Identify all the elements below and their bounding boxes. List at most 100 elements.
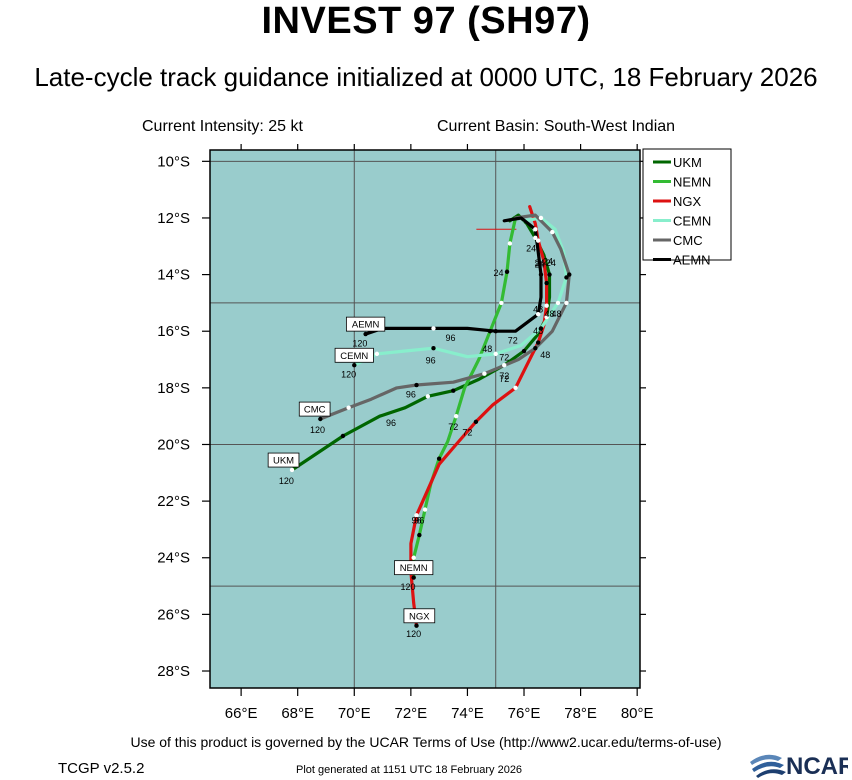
forecast-hour-label: 48 bbox=[552, 309, 562, 319]
forecast-hour-label: 96 bbox=[386, 418, 396, 428]
track-point-nemn bbox=[499, 300, 504, 306]
x-tick-label: 74°E bbox=[451, 705, 484, 722]
track-point-nemn bbox=[422, 507, 428, 512]
legend-label: NEMN bbox=[673, 175, 711, 190]
x-tick-label: 70°E bbox=[338, 705, 371, 722]
track-point-aemn bbox=[533, 227, 538, 232]
track-line-aemn bbox=[364, 216, 543, 336]
track-point-nemn bbox=[436, 456, 442, 461]
forecast-hour-label: 72 bbox=[499, 371, 509, 381]
forecast-hour-label: 72 bbox=[499, 353, 509, 363]
model-name-box bbox=[298, 401, 331, 417]
track-point-cmc bbox=[414, 382, 419, 388]
forecast-hour-label: 120 bbox=[341, 370, 356, 380]
version-label: TCGP v2.5.2 bbox=[58, 760, 145, 777]
track-point-ukm bbox=[544, 314, 549, 320]
forecast-hour-label: 72 bbox=[508, 336, 518, 346]
track-point-ukm bbox=[451, 388, 456, 393]
ncar-logo-text: NCAR bbox=[786, 753, 848, 778]
track-point-cemn bbox=[352, 363, 357, 368]
track-line-cemn bbox=[352, 216, 569, 367]
plot-area bbox=[210, 150, 640, 688]
track-point-ngx bbox=[544, 280, 549, 286]
legend-label: CMC bbox=[673, 233, 703, 248]
track-point-cemn bbox=[538, 326, 544, 331]
forecast-hour-label: 96 bbox=[426, 356, 436, 366]
chart-title: INVEST 97 (SH97) bbox=[261, 0, 591, 42]
terms-of-use-note: Use of this product is governed by the U… bbox=[130, 734, 722, 750]
forecast-hour-label: 48 bbox=[533, 326, 543, 336]
track-point-cmc bbox=[346, 405, 351, 410]
model-name-box bbox=[403, 608, 436, 624]
track-line-ngx bbox=[409, 205, 549, 628]
forecast-hour-label: 72 bbox=[448, 422, 458, 432]
current-intensity-label: Current Intensity: 25 kt bbox=[142, 118, 303, 135]
track-point-ukm bbox=[340, 433, 346, 439]
y-tick-label: 14°S bbox=[157, 267, 190, 284]
track-point-nemn bbox=[487, 329, 493, 334]
legend-label: NGX bbox=[673, 194, 702, 209]
axes: 66°E 68°E 70°E 72°E 74°E 76°E 78°E 80°E 10°S 12°S… bbox=[157, 144, 654, 722]
legend: UKM NEMN NGX CEMN CMC AEMN bbox=[642, 148, 732, 268]
model-name-box bbox=[345, 316, 386, 332]
track-point-nemn bbox=[504, 269, 510, 274]
y-tick-label: 24°S bbox=[157, 550, 190, 567]
track-point-ukm bbox=[547, 272, 552, 277]
x-tick-label: 68°E bbox=[281, 705, 314, 722]
track-point-ngx bbox=[535, 340, 541, 345]
track-point-ngx bbox=[414, 513, 419, 518]
y-tick-label: 10°S bbox=[157, 153, 190, 170]
track-point-cemn bbox=[493, 351, 498, 357]
forecast-hour-label: 96 bbox=[414, 516, 424, 526]
model-name-box bbox=[267, 452, 300, 468]
forecast-hour-label: 24 bbox=[543, 256, 553, 266]
track-point-aemn bbox=[431, 326, 436, 331]
forecast-hour-label: 96 bbox=[445, 333, 455, 343]
forecast-hour-label: 72 bbox=[462, 428, 472, 438]
track-line-cmc bbox=[318, 213, 571, 421]
track-point-cemn bbox=[431, 346, 436, 351]
x-tick-label: 78°E bbox=[564, 705, 597, 722]
forecast-hour-label: 24 bbox=[535, 259, 545, 269]
forecast-hour-label: 120 bbox=[352, 339, 367, 349]
track-point-cmc bbox=[567, 272, 572, 277]
forecast-hour-label: 120 bbox=[401, 582, 416, 592]
x-tick-label: 72°E bbox=[395, 705, 428, 722]
track-point-aemn bbox=[493, 329, 498, 334]
legend-label: UKM bbox=[673, 155, 702, 170]
forecast-hour-label: 120 bbox=[310, 425, 325, 435]
forecast-hour-label: 120 bbox=[279, 476, 294, 486]
track-point-ukm bbox=[521, 348, 527, 354]
track-point-ukm bbox=[289, 467, 295, 473]
x-tick-label: 80°E bbox=[621, 705, 654, 722]
forecast-hour-label: 48 bbox=[482, 344, 492, 354]
track-point-nemn bbox=[453, 413, 459, 419]
forecast-hour-label: 48 bbox=[544, 309, 554, 319]
track-point-nemn bbox=[411, 575, 416, 580]
y-tick-label: 22°S bbox=[157, 493, 190, 510]
track-point-ukm bbox=[533, 235, 538, 240]
y-tick-label: 16°S bbox=[157, 323, 190, 340]
model-tracks bbox=[289, 205, 572, 628]
track-point-nemn bbox=[417, 532, 422, 538]
track-point-cemn bbox=[564, 275, 569, 280]
track-point-cemn bbox=[538, 215, 544, 221]
model-name-label: AEMN bbox=[352, 320, 380, 331]
track-point-cmc bbox=[482, 371, 487, 376]
track-point-ngx bbox=[414, 623, 419, 628]
forecast-hour-label: 72 bbox=[499, 374, 509, 384]
track-point-cmc bbox=[318, 416, 323, 422]
track-point-ngx bbox=[535, 238, 541, 243]
track-point-nemn bbox=[411, 555, 416, 560]
x-tick-label: 76°E bbox=[508, 705, 541, 722]
ncar-logo-swoosh-icon bbox=[750, 754, 786, 778]
forecast-hour-label: 24 bbox=[546, 258, 556, 268]
track-point-cmc bbox=[564, 300, 569, 306]
track-point-aemn bbox=[538, 272, 544, 277]
model-name-label: CMC bbox=[304, 405, 326, 416]
ncar-logo: NCAR bbox=[750, 753, 848, 778]
y-tick-label: 26°S bbox=[157, 606, 190, 623]
track-point-aemn bbox=[363, 331, 368, 337]
y-tick-label: 12°S bbox=[157, 210, 190, 227]
track-point-cmc bbox=[550, 229, 555, 235]
